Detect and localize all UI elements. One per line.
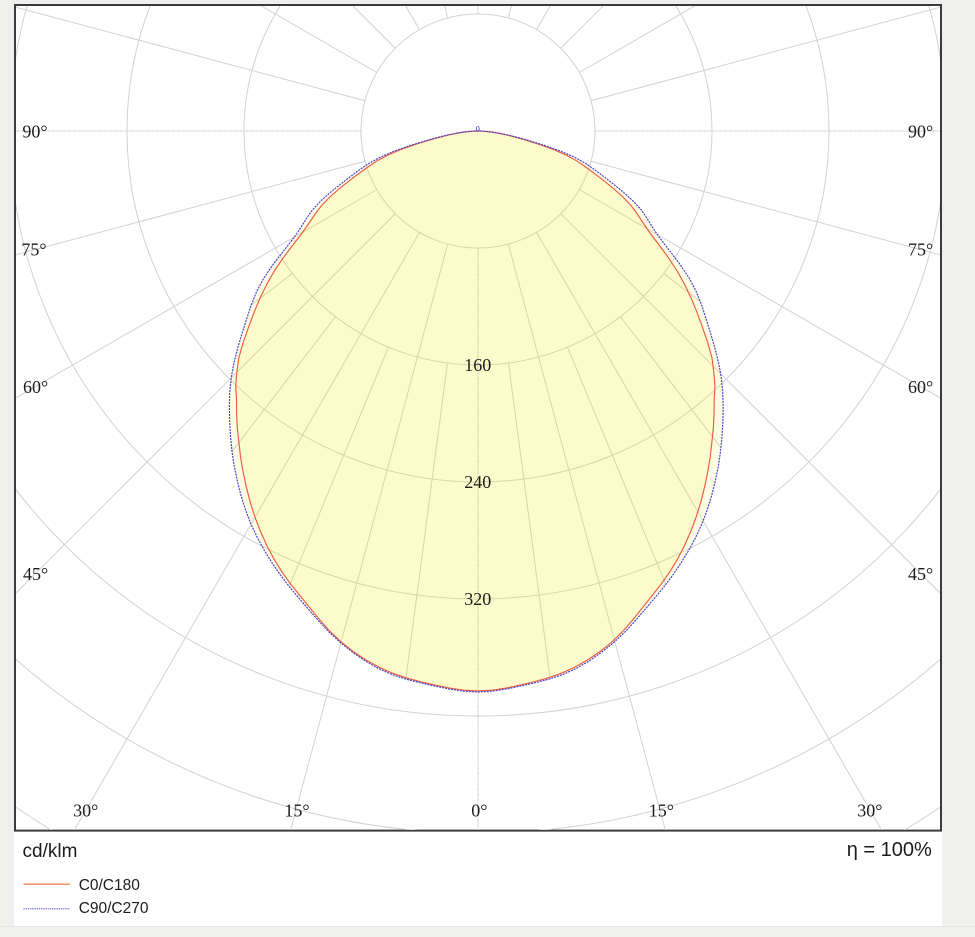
svg-text:75°: 75°	[21, 240, 46, 260]
svg-text:60°: 60°	[908, 377, 933, 397]
svg-text:75°: 75°	[908, 240, 933, 260]
svg-text:320: 320	[464, 589, 491, 609]
svg-text:90°: 90°	[908, 122, 933, 142]
svg-text:30°: 30°	[73, 801, 98, 821]
svg-text:90°: 90°	[22, 122, 47, 142]
svg-text:45°: 45°	[908, 564, 933, 584]
svg-text:0: 0	[476, 124, 480, 134]
svg-text:15°: 15°	[284, 801, 309, 821]
svg-text:cd/klm: cd/klm	[23, 841, 78, 862]
svg-text:60°: 60°	[23, 377, 48, 397]
svg-text:30°: 30°	[857, 801, 882, 821]
svg-text:45°: 45°	[23, 564, 48, 584]
svg-text:0°: 0°	[471, 801, 487, 821]
svg-text:C90/C270: C90/C270	[79, 900, 149, 917]
svg-text:240: 240	[464, 472, 491, 492]
svg-text:η = 100%: η = 100%	[847, 839, 932, 861]
svg-text:15°: 15°	[649, 801, 674, 821]
svg-text:C0/C180: C0/C180	[79, 877, 141, 894]
svg-text:160: 160	[464, 355, 491, 375]
